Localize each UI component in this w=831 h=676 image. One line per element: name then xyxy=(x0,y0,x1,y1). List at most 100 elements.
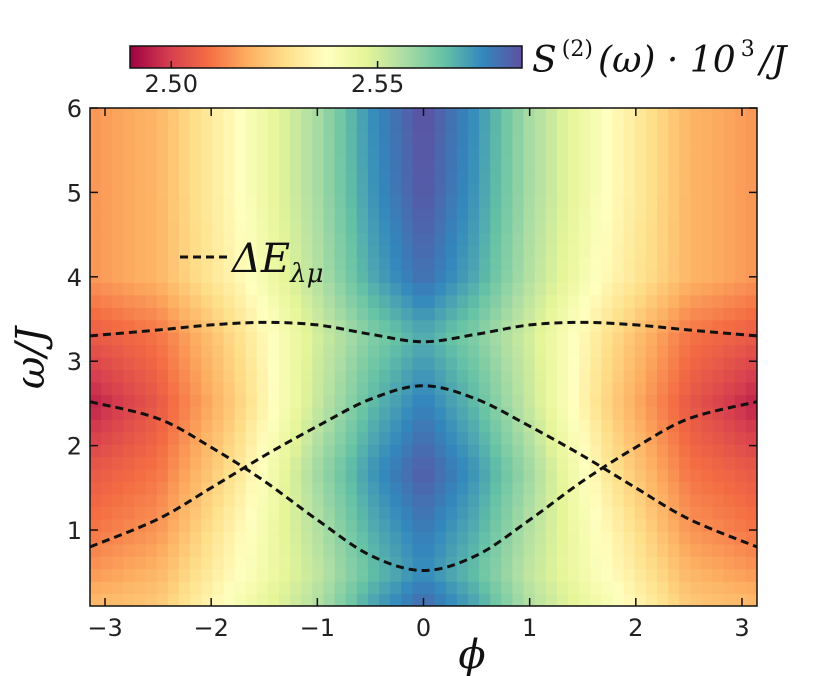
heatmap-cell xyxy=(467,357,480,371)
heatmap-cell xyxy=(668,431,680,445)
heatmap-cell xyxy=(334,195,347,209)
heatmap-cell xyxy=(601,593,614,606)
heatmap-cell xyxy=(656,369,669,383)
heatmap-cell xyxy=(523,581,536,595)
heatmap-cell xyxy=(101,182,113,196)
heatmap-cell xyxy=(623,344,636,358)
heatmap-cell xyxy=(90,593,102,606)
colorbar: 2.50 2.55 S (2) (ω) · 10 3 /J xyxy=(129,37,789,98)
heatmap-cell xyxy=(645,332,658,346)
heatmap-cell xyxy=(167,568,180,582)
heatmap-cell xyxy=(701,294,714,308)
heatmap-cell xyxy=(356,132,369,146)
heatmap-cell xyxy=(734,257,747,271)
heatmap-cell xyxy=(178,481,191,495)
heatmap-cell xyxy=(301,170,313,184)
heatmap-cell xyxy=(134,344,147,358)
heatmap-cell xyxy=(423,332,436,346)
heatmap-cell xyxy=(634,145,647,159)
heatmap-cell xyxy=(523,506,536,520)
heatmap-cell xyxy=(267,232,280,246)
heatmap-cell xyxy=(623,394,636,408)
heatmap-cell xyxy=(278,157,291,171)
heatmap-cell xyxy=(356,307,369,321)
heatmap-cell xyxy=(579,531,591,545)
heatmap-cell xyxy=(534,244,547,258)
heatmap-cell xyxy=(278,406,291,420)
heatmap-cell xyxy=(123,307,136,321)
heatmap-cell xyxy=(523,493,536,507)
heatmap-cell xyxy=(379,257,391,271)
heatmap-cell xyxy=(712,344,725,358)
heatmap-cell xyxy=(334,145,347,159)
heatmap-cell xyxy=(545,406,558,420)
heatmap-cell xyxy=(656,307,669,321)
heatmap-cell xyxy=(190,120,202,134)
heatmap-cell xyxy=(212,120,224,134)
heatmap-cell xyxy=(334,394,347,408)
heatmap-cell xyxy=(323,531,336,545)
heatmap-cell xyxy=(690,431,703,445)
heatmap-cell xyxy=(223,568,236,582)
heatmap-cell xyxy=(612,170,625,184)
heatmap-cell xyxy=(245,244,258,258)
heatmap-cell xyxy=(178,195,191,209)
heatmap-cell xyxy=(245,132,258,146)
dispersion-curves xyxy=(90,320,757,573)
heatmap-cell xyxy=(712,568,725,582)
heatmap-cell xyxy=(445,132,458,146)
heatmap-cell xyxy=(679,431,691,445)
heatmap-cell xyxy=(323,556,336,570)
heatmap-cell xyxy=(101,232,113,246)
heatmap-cell xyxy=(401,157,413,171)
heatmap-cell xyxy=(734,469,747,483)
heatmap-cell xyxy=(445,456,458,470)
heatmap-cell xyxy=(345,394,358,408)
heatmap-cell xyxy=(601,531,614,545)
heatmap-cell xyxy=(178,108,191,122)
heatmap-cell xyxy=(612,220,625,234)
heatmap-cell xyxy=(278,220,291,234)
heatmap-cell xyxy=(167,344,180,358)
heatmap-cell xyxy=(290,157,302,171)
heatmap-cell xyxy=(523,568,536,582)
heatmap-cell xyxy=(201,307,213,321)
heatmap-cell xyxy=(634,307,647,321)
heatmap-cell xyxy=(445,145,458,159)
heatmap-cell xyxy=(745,282,757,296)
heatmap-cell xyxy=(190,456,202,470)
heatmap-cell xyxy=(156,145,169,159)
heatmap-cell xyxy=(401,307,413,321)
heatmap-cell xyxy=(90,108,102,122)
heatmap-cell xyxy=(90,294,102,308)
heatmap-cell xyxy=(234,381,247,395)
heatmap-cell xyxy=(490,182,502,196)
heatmap-cell xyxy=(590,556,602,570)
heatmap-cell xyxy=(212,593,224,606)
heatmap-cell xyxy=(390,518,402,532)
heatmap-cell xyxy=(701,108,714,122)
heatmap-cell xyxy=(745,207,757,221)
heatmap-cell xyxy=(156,431,169,445)
heatmap-cell xyxy=(467,593,480,606)
heatmap-cell xyxy=(345,444,358,458)
heatmap-cell xyxy=(256,369,269,383)
heatmap-cell xyxy=(134,108,147,122)
heatmap-cell xyxy=(634,220,647,234)
heatmap-cell xyxy=(178,232,191,246)
heatmap-cell xyxy=(323,207,336,221)
heatmap-cell xyxy=(356,207,369,221)
heatmap-cell xyxy=(123,568,136,582)
heatmap-cell xyxy=(190,506,202,520)
heatmap-cell xyxy=(501,543,514,557)
heatmap-cell xyxy=(434,220,447,234)
heatmap-cell xyxy=(167,556,180,570)
heatmap-cell xyxy=(312,294,325,308)
heatmap-cell xyxy=(90,332,102,346)
heatmap-cell xyxy=(479,394,491,408)
heatmap-cell xyxy=(267,220,280,234)
heatmap-cell xyxy=(145,531,158,545)
heatmap-cell xyxy=(334,319,347,333)
heatmap-cell xyxy=(278,518,291,532)
heatmap-cell xyxy=(178,332,191,346)
